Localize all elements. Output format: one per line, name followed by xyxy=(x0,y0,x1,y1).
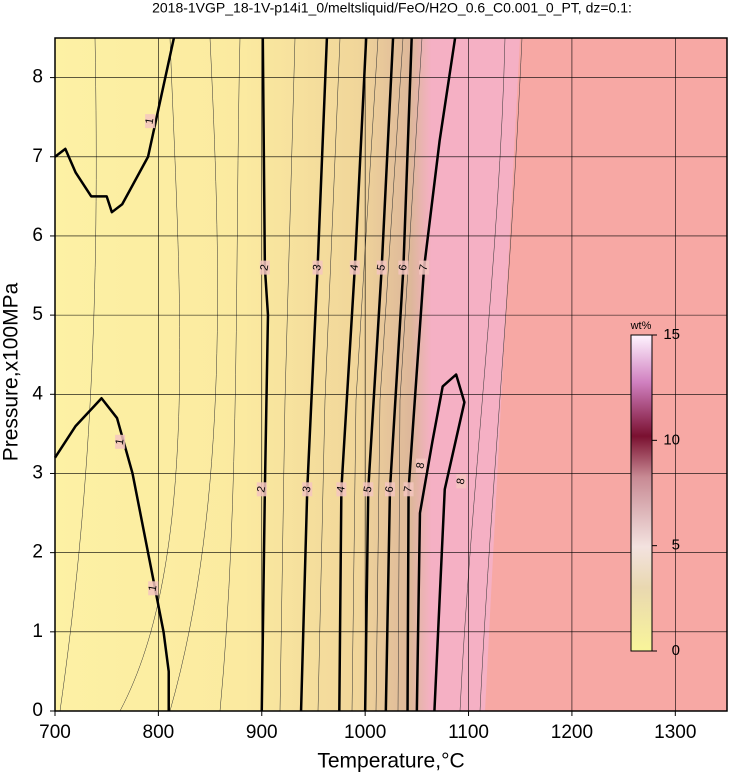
field-saturated xyxy=(485,38,727,711)
minor-contours xyxy=(59,38,523,711)
colorbar-tick-label: 15 xyxy=(663,326,680,343)
contour-label: 7 xyxy=(418,264,431,272)
y-tick-label: 0 xyxy=(32,700,43,721)
contour-label-bg xyxy=(336,482,347,497)
contour-label: 6 xyxy=(383,485,396,493)
x-tick-label: 1200 xyxy=(551,722,593,743)
x-tick-label: 1000 xyxy=(344,722,386,743)
contour-label: 4 xyxy=(348,264,361,272)
minor-contour xyxy=(119,38,181,711)
contour-label: 2 xyxy=(258,264,271,272)
y-tick-label: 6 xyxy=(32,225,43,246)
contour-label-bg xyxy=(256,482,267,497)
minor-contour xyxy=(351,38,379,711)
contour-label-bg xyxy=(415,458,426,473)
contour-label: 2 xyxy=(255,485,268,493)
colorbar-tick-label: 0 xyxy=(672,642,680,659)
contour-label: 6 xyxy=(397,264,410,272)
x-axis-label: Temperature,°C xyxy=(317,750,464,773)
y-tick-label: 4 xyxy=(32,383,43,404)
x-tick-label: 1300 xyxy=(654,722,696,743)
minor-contour xyxy=(169,38,218,711)
contour-label: 7 xyxy=(402,485,415,493)
contour-label-bg xyxy=(312,260,323,275)
contour-label-bg xyxy=(398,260,409,275)
y-tick-label: 7 xyxy=(32,146,43,167)
contour-label-bg xyxy=(456,474,467,489)
y-tick-label: 2 xyxy=(32,542,43,563)
contour-label-bg xyxy=(349,260,360,275)
colorbar-tick-label: 5 xyxy=(672,537,680,554)
minor-contour xyxy=(397,38,423,711)
x-tick-label: 700 xyxy=(39,722,71,743)
contour-line xyxy=(384,37,413,712)
colorbar xyxy=(630,334,653,652)
contour-line xyxy=(53,397,170,711)
minor-contour xyxy=(59,38,97,711)
y-tick-label: 8 xyxy=(32,67,43,88)
minor-contour xyxy=(479,38,523,711)
contour-line xyxy=(363,37,395,712)
contour-label-bg xyxy=(419,260,430,275)
y-tick-label: 5 xyxy=(32,304,43,325)
contour-label-bg xyxy=(376,260,387,275)
contour-label: 5 xyxy=(362,485,375,493)
contour-label: 1 xyxy=(144,117,157,125)
contour-line xyxy=(260,37,270,712)
contour-label: 1 xyxy=(114,438,127,446)
contour-label-bg xyxy=(148,581,159,596)
x-tick-label: 800 xyxy=(143,722,175,743)
minor-contour xyxy=(219,38,241,711)
contour-label-bg xyxy=(145,114,156,129)
y-tick-label: 3 xyxy=(32,462,43,483)
contour-line xyxy=(415,373,466,712)
contour-label: 3 xyxy=(301,485,314,493)
y-tick-label: 1 xyxy=(32,621,43,642)
contour-label: 5 xyxy=(375,264,388,272)
colorbar-label: wt% xyxy=(630,320,652,332)
contour-line xyxy=(338,37,368,712)
contour-line xyxy=(54,37,176,214)
minor-contour xyxy=(279,38,296,711)
minor-contour xyxy=(317,38,341,711)
contour-label-bg xyxy=(115,434,126,449)
minor-contour xyxy=(459,38,506,711)
chart-title: 2018-1VGP_18-1V-p14i1_0/meltsliquid/FeO/… xyxy=(152,0,632,16)
contour-label-bg xyxy=(363,482,374,497)
contour-label-bg xyxy=(259,260,270,275)
contour-label: 4 xyxy=(335,485,348,493)
contour-label-bg xyxy=(302,482,313,497)
contour-label: 8 xyxy=(414,461,427,469)
contour-label: 8 xyxy=(455,477,468,485)
x-tick-label: 1100 xyxy=(448,722,489,743)
contour-label: 3 xyxy=(311,264,324,272)
y-axis-label: Pressure,x100MPa xyxy=(0,282,23,461)
contour-label-bg xyxy=(403,482,414,497)
contour-line xyxy=(299,37,329,712)
contour-label-bg xyxy=(384,482,395,497)
x-tick-label: 900 xyxy=(246,722,278,743)
contour-label: 1 xyxy=(147,584,160,592)
plot-frame xyxy=(54,37,728,712)
colorbar-tick-label: 10 xyxy=(663,431,680,448)
minor-contour xyxy=(375,38,404,711)
